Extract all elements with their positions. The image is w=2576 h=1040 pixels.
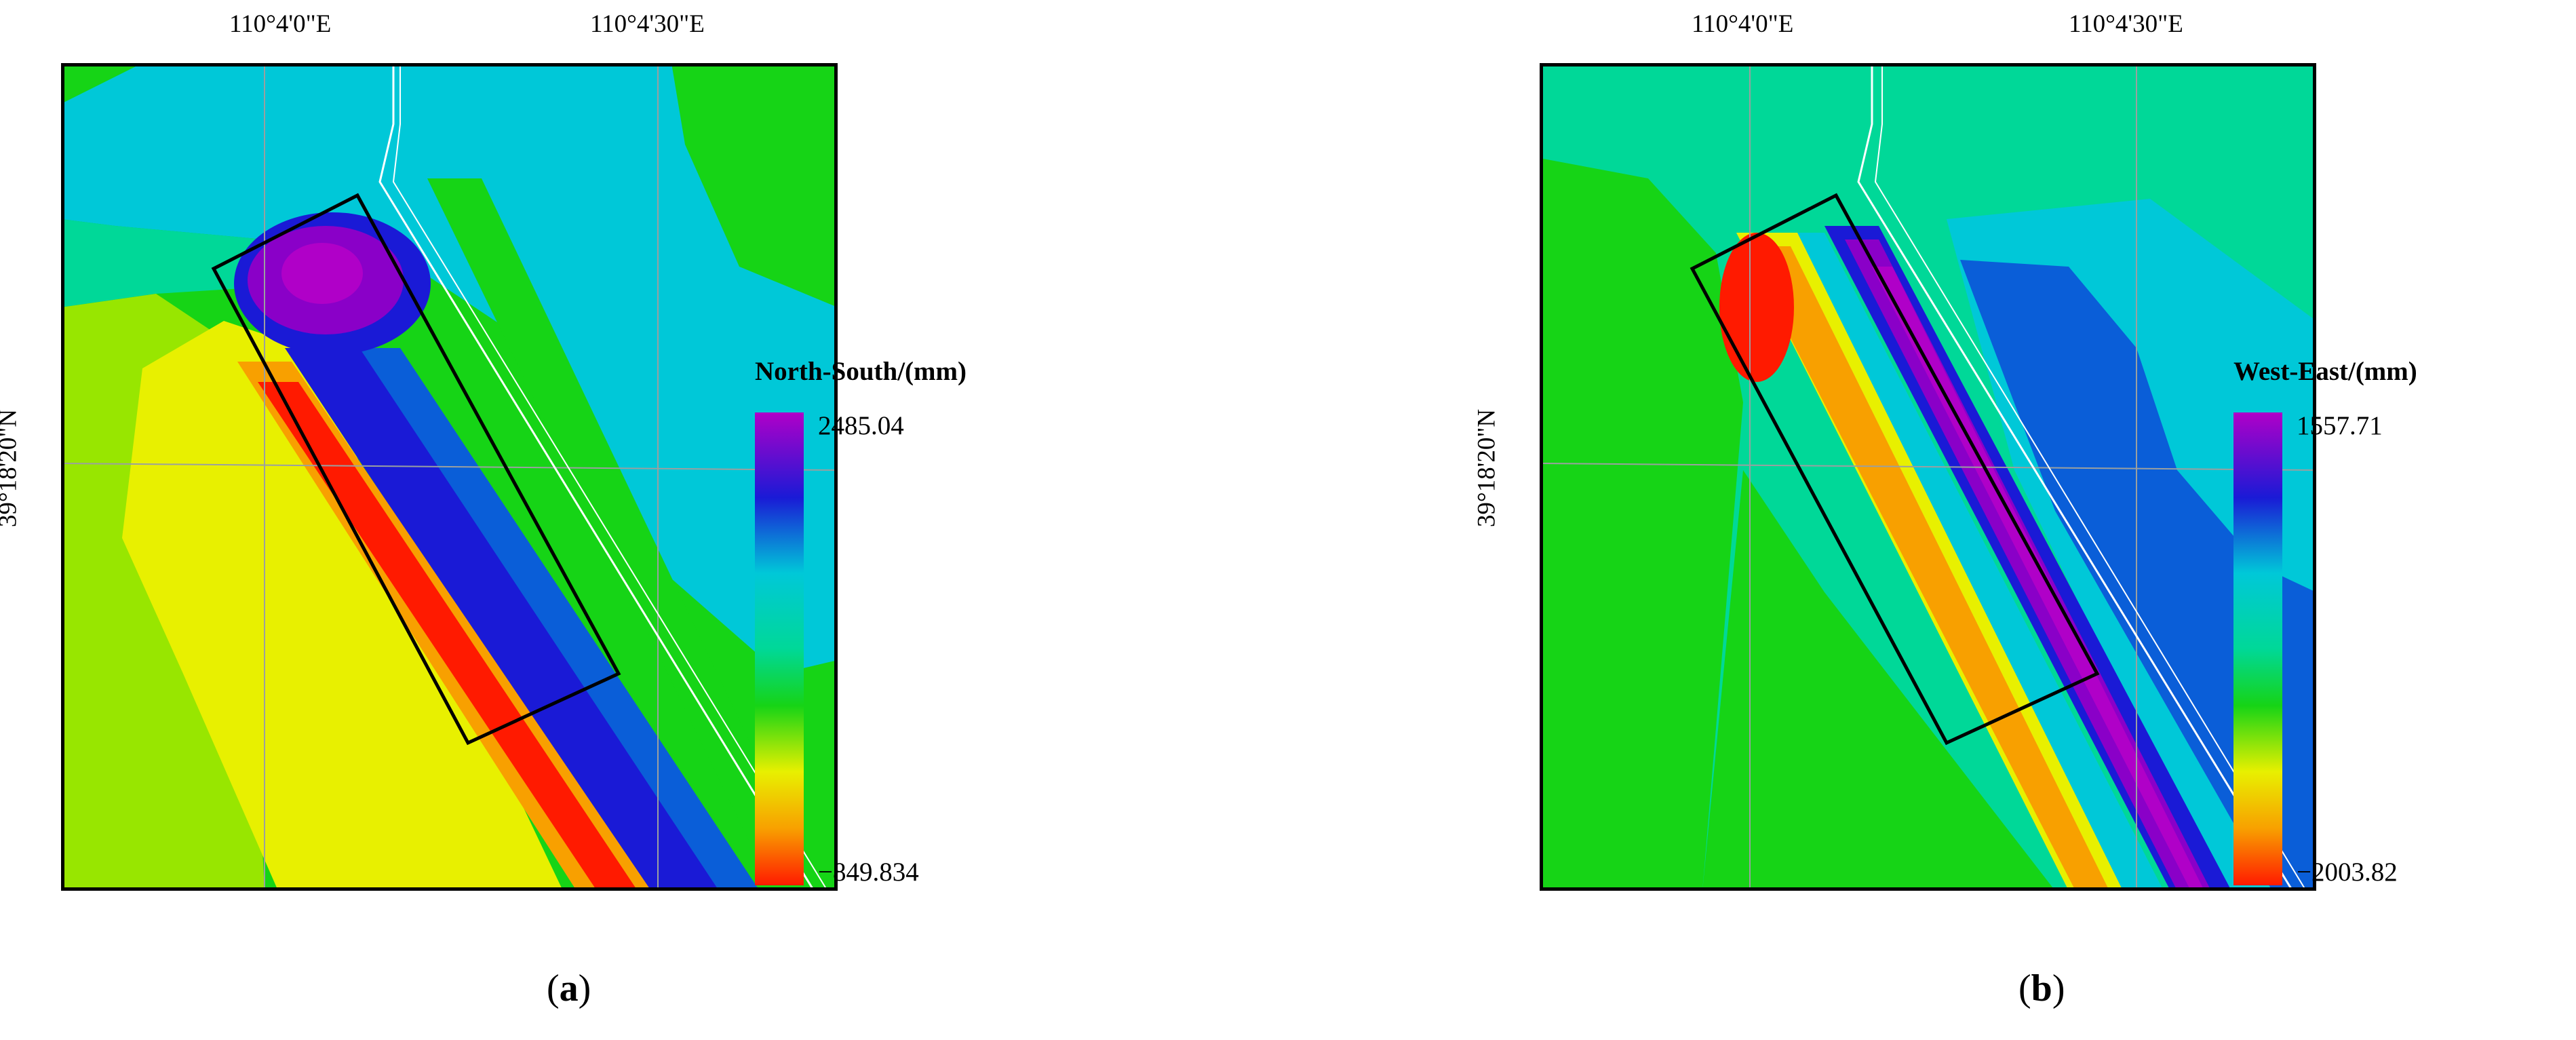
legend-max-value: 1557.71	[2297, 411, 2383, 440]
longitude-label-2: 110°4'30"E	[2069, 10, 2183, 38]
latitude-label: 39°18'20"N	[0, 408, 22, 528]
panel-label-open: (	[2018, 967, 2031, 1009]
map-canvas-b	[1540, 63, 2316, 891]
longitude-label-1: 110°4'0"E	[1692, 10, 1794, 38]
panel-label-a: (a)	[547, 967, 591, 1010]
legend-color-bar	[2233, 412, 2282, 885]
legend-color-bar	[755, 412, 804, 885]
panel-label-letter: b	[2031, 967, 2052, 1009]
panel-label-close: )	[578, 967, 591, 1009]
legend-min-value: −849.834	[818, 858, 919, 887]
longitude-label-2: 110°4'30"E	[590, 10, 705, 38]
panel-a: 110°4'0"E 110°4'30"E 39°18'20"N	[0, 10, 967, 1010]
panel-label-b: (b)	[2018, 967, 2065, 1010]
map-canvas-a	[61, 63, 838, 891]
longitude-label-1: 110°4'0"E	[229, 10, 332, 38]
legend-min-value: −2003.82	[2297, 858, 2398, 887]
legend-max-value: 2485.04	[818, 411, 904, 440]
panel-label-open: (	[547, 967, 560, 1009]
west-east-deformation-map	[1540, 63, 2316, 891]
panel-label-close: )	[2052, 967, 2065, 1009]
panel-b: 110°4'0"E 110°4'30"E 39°18'20"N	[1473, 0, 2576, 1040]
legend-title: North-South/(mm)	[755, 357, 967, 386]
north-south-deformation-map	[61, 63, 838, 891]
legend-title: West-East/(mm)	[2233, 357, 2417, 386]
latitude-label: 39°18'20"N	[1472, 408, 1501, 528]
panel-label-letter: a	[559, 967, 579, 1009]
